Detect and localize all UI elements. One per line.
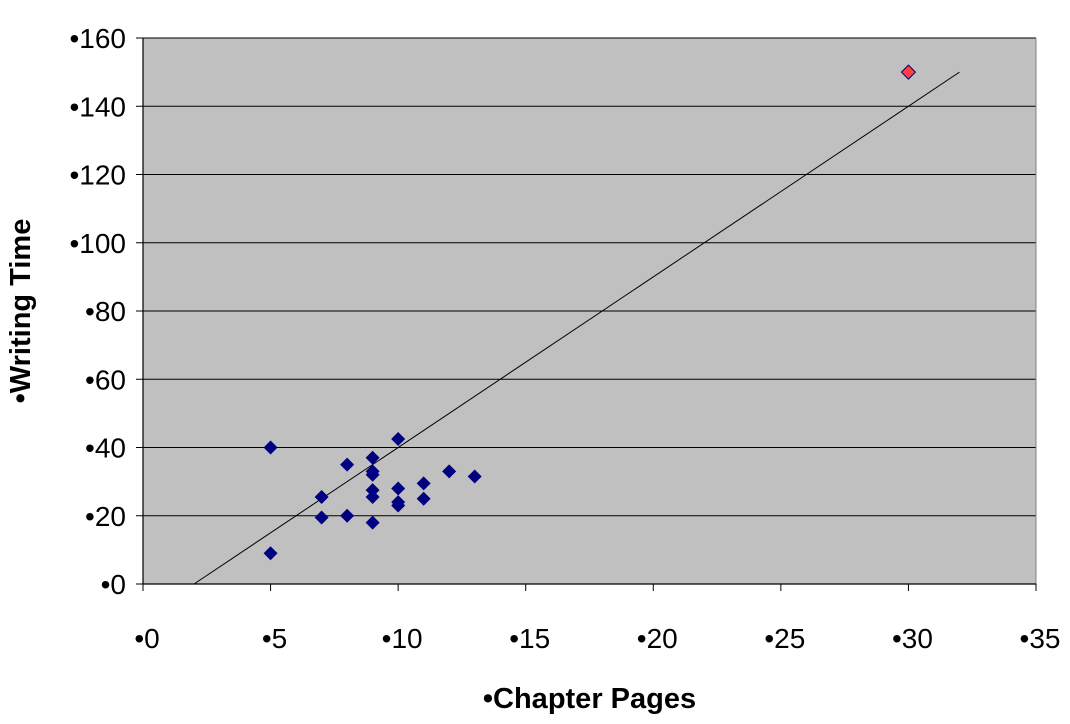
x-axis-ticks: •0 •5 •10 •15 •20 •25 •30 •35	[134, 584, 1060, 654]
x-tick-label: •35	[1020, 623, 1061, 654]
data-point	[314, 510, 329, 525]
data-point	[263, 440, 278, 455]
data-point-outlier	[900, 64, 917, 80]
x-tick-label: •20	[637, 623, 678, 654]
data-point	[442, 464, 457, 479]
gridlines	[143, 37, 1037, 584]
y-tick-label: •80	[85, 296, 126, 327]
x-axis-title: •Chapter Pages	[483, 683, 696, 715]
data-point	[365, 489, 380, 504]
x-tick-label: •30	[892, 623, 933, 654]
data-point	[365, 450, 380, 465]
y-axis-ticks: •0 •20 •40 •60 •80 •100 •120 •140 •160	[69, 23, 143, 600]
data-point	[263, 546, 278, 561]
x-tick-label: •0	[134, 623, 159, 654]
y-axis-title: •Writing Time	[5, 219, 37, 404]
x-tick-label: •15	[509, 623, 550, 654]
x-tick-label: •25	[764, 623, 805, 654]
y-tick-label: •160	[69, 23, 126, 54]
data-point	[391, 431, 406, 446]
y-tick-label: •40	[85, 433, 126, 464]
x-tick-label: •10	[382, 623, 423, 654]
y-tick-label: •0	[101, 569, 126, 600]
data-point	[416, 476, 431, 491]
data-points	[263, 64, 917, 561]
data-point	[391, 498, 406, 513]
y-tick-label: •20	[85, 501, 126, 532]
y-tick-label: •120	[69, 160, 126, 191]
y-tick-label: •140	[69, 91, 126, 122]
data-point	[365, 467, 380, 482]
data-point	[365, 515, 380, 530]
data-point	[391, 481, 406, 496]
data-point	[340, 508, 355, 523]
data-point	[340, 457, 355, 472]
x-tick-label: •5	[262, 623, 287, 654]
y-tick-label: •60	[85, 364, 126, 395]
data-point	[314, 489, 329, 504]
y-tick-label: •100	[69, 228, 126, 259]
data-point	[416, 491, 431, 506]
data-point	[467, 469, 482, 484]
